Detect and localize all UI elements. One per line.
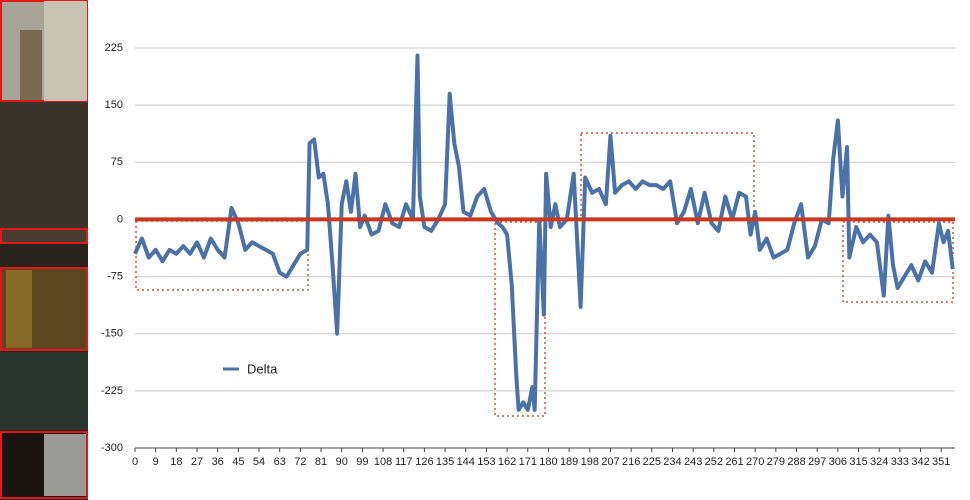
x-tick-label: 270 bbox=[746, 456, 764, 468]
x-tick-label: 261 bbox=[725, 456, 743, 468]
y-tick-label: -75 bbox=[107, 270, 123, 282]
x-tick-label: 180 bbox=[539, 456, 557, 468]
x-tick-label: 252 bbox=[705, 456, 723, 468]
y-tick-label: 75 bbox=[111, 156, 123, 168]
x-tick-label: 171 bbox=[519, 456, 537, 468]
x-tick-label: 108 bbox=[374, 456, 392, 468]
data-line bbox=[133, 53, 955, 412]
x-tick-label: 243 bbox=[684, 456, 702, 468]
x-tick-label: 54 bbox=[253, 456, 265, 468]
x-tick-label: 144 bbox=[457, 456, 475, 468]
x-tick-label: 315 bbox=[849, 456, 867, 468]
legend: Delta bbox=[223, 361, 278, 376]
plot bbox=[133, 53, 955, 412]
x-tick-label: 306 bbox=[829, 456, 847, 468]
x-tick-label: 27 bbox=[191, 456, 203, 468]
x-tick-label: 234 bbox=[663, 456, 681, 468]
x-tick-label: 99 bbox=[356, 456, 368, 468]
y-tick-label: 225 bbox=[105, 42, 123, 54]
x-tick-label: 288 bbox=[787, 456, 805, 468]
x-tick-label: 189 bbox=[560, 456, 578, 468]
x-tick-label: 207 bbox=[601, 456, 619, 468]
x-tick-label: 216 bbox=[622, 456, 640, 468]
x-tick-label: 0 bbox=[132, 456, 138, 468]
x-tick-label: 162 bbox=[498, 456, 516, 468]
x-tick-label: 342 bbox=[911, 456, 929, 468]
x-tick-label: 9 bbox=[153, 456, 159, 468]
x-tick-label: 198 bbox=[581, 456, 599, 468]
x-tick-label: 45 bbox=[232, 456, 244, 468]
x-tick-label: 18 bbox=[170, 456, 182, 468]
y-tick-label: -150 bbox=[101, 328, 123, 340]
legend-label: Delta bbox=[247, 361, 278, 376]
x-tick-label: 324 bbox=[870, 456, 888, 468]
x-tick-label: 153 bbox=[477, 456, 495, 468]
x-tick-label: 297 bbox=[808, 456, 826, 468]
x-tick-label: 63 bbox=[274, 456, 286, 468]
y-tick-label: -225 bbox=[101, 385, 123, 397]
x-tick-label: 225 bbox=[643, 456, 661, 468]
photo-strip bbox=[0, 0, 88, 500]
y-tick-label: -300 bbox=[101, 442, 123, 454]
x-tick-label: 279 bbox=[767, 456, 785, 468]
y-tick-label: 0 bbox=[117, 213, 123, 225]
x-tick-label: 117 bbox=[395, 456, 413, 468]
x-tick-label: 90 bbox=[336, 456, 348, 468]
x-tick-label: 351 bbox=[932, 456, 950, 468]
x-tick-label: 72 bbox=[294, 456, 306, 468]
x-tick-label: 333 bbox=[891, 456, 909, 468]
x-tick-label: 36 bbox=[212, 456, 224, 468]
y-tick-label: 150 bbox=[105, 99, 123, 111]
x-tick-label: 135 bbox=[436, 456, 454, 468]
x-tick-label: 81 bbox=[315, 456, 327, 468]
x-tick-label: 126 bbox=[415, 456, 433, 468]
